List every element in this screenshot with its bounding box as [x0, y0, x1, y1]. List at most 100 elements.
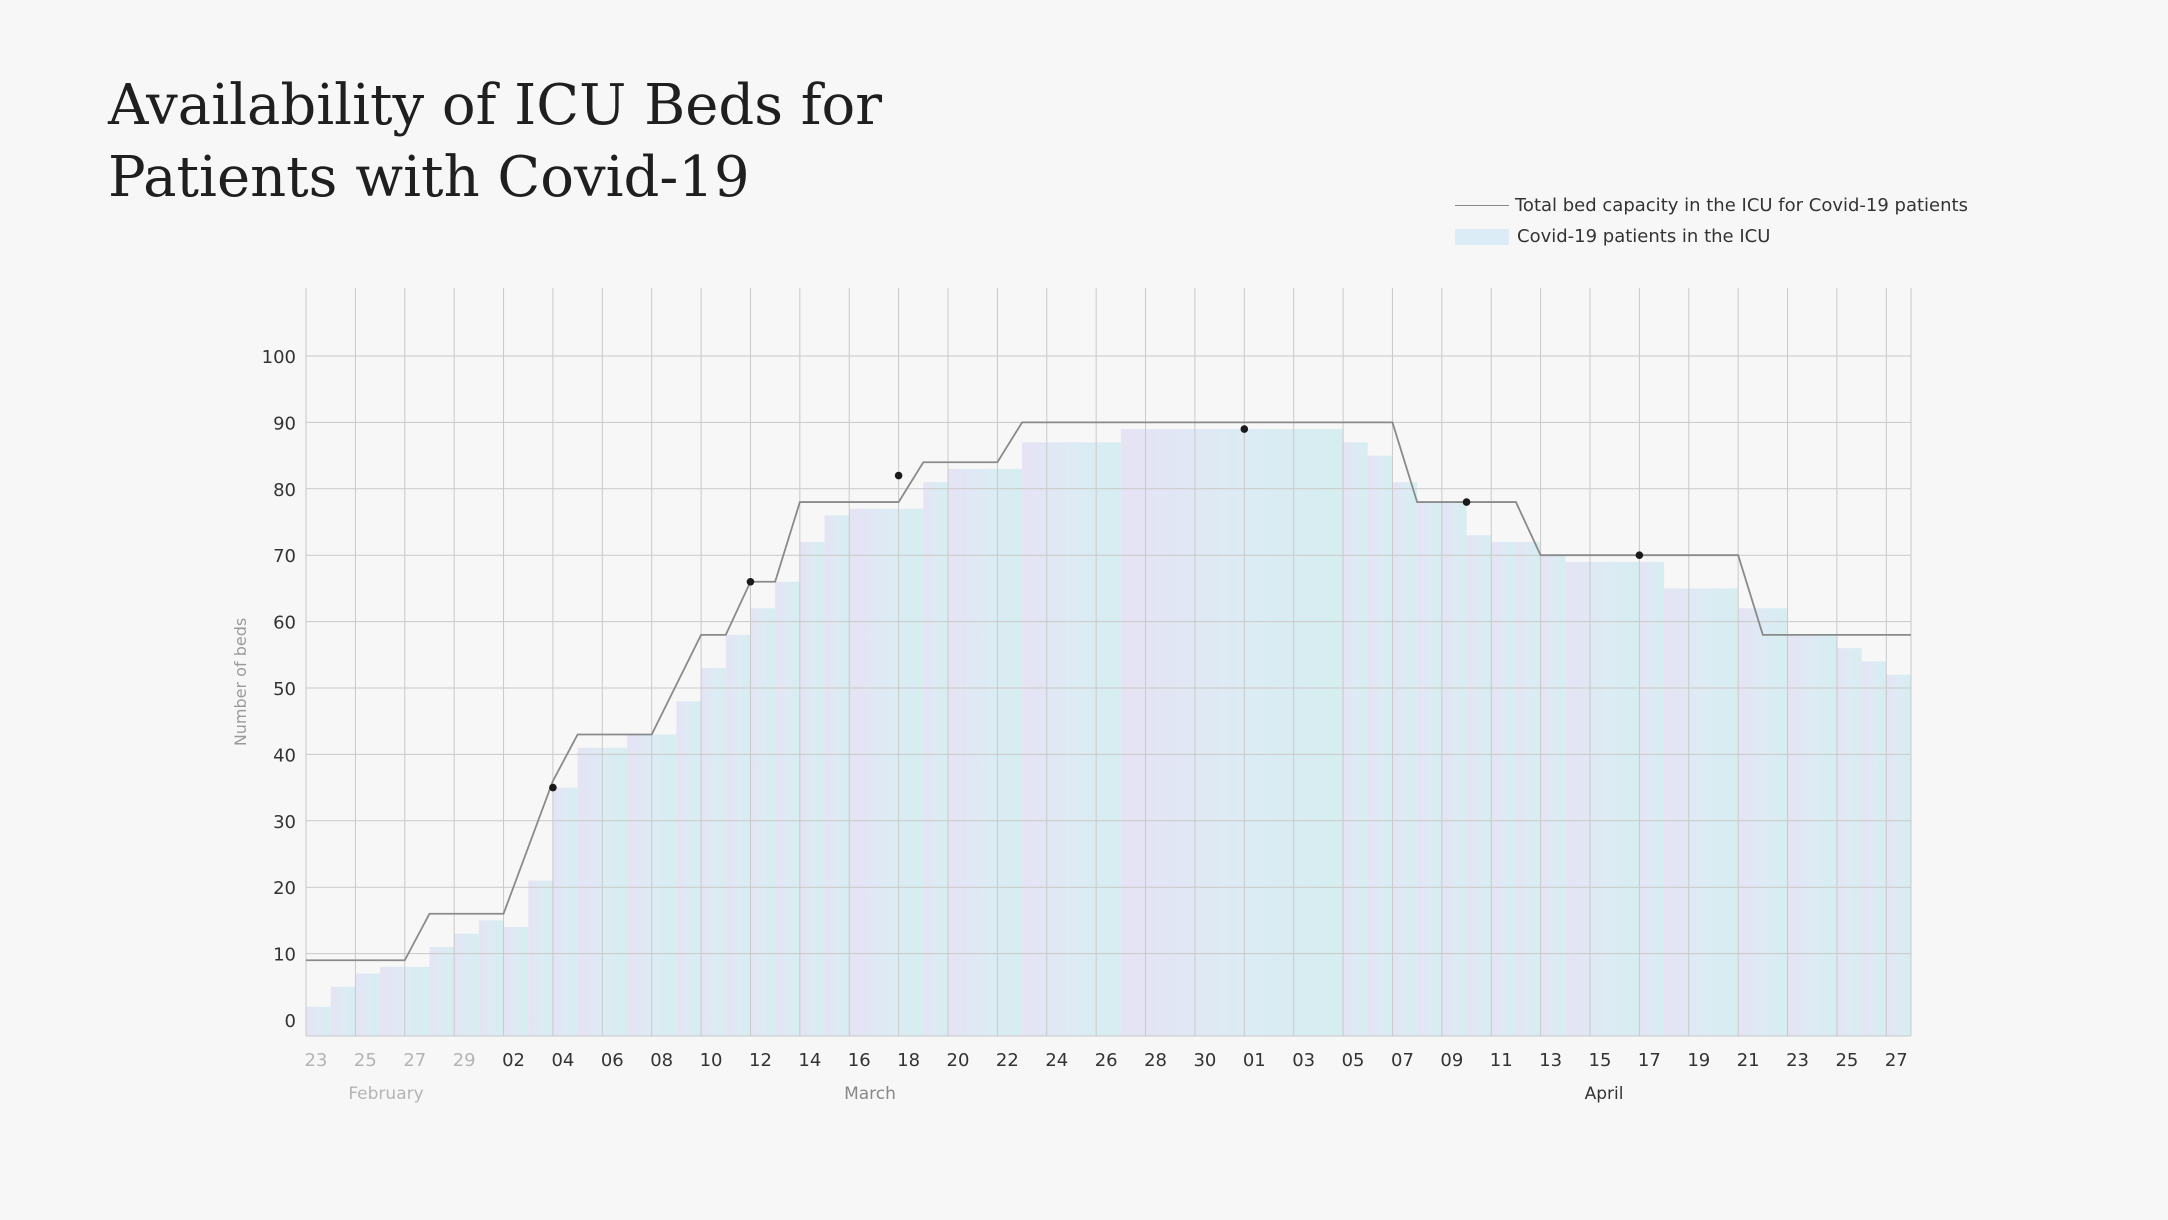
patients-area-step — [355, 973, 381, 1036]
y-axis-label: Number of beds — [231, 618, 250, 746]
x-tick-label: 01 — [1243, 1050, 1266, 1071]
patients-area-step — [948, 468, 1023, 1036]
x-tick-label: 17 — [1638, 1050, 1661, 1071]
x-tick-label: 23 — [305, 1050, 328, 1071]
patients-area-step — [1367, 455, 1393, 1037]
y-tick-label: 80 — [273, 480, 296, 501]
patients-area-step — [1441, 502, 1467, 1037]
x-tick-label: 20 — [947, 1050, 970, 1071]
patients-area-step — [1836, 648, 1862, 1036]
patients-area-step — [1491, 541, 1516, 1036]
patients-area-step — [923, 482, 948, 1036]
patients-area-step — [454, 933, 479, 1036]
x-tick-label: 25 — [354, 1050, 377, 1071]
y-tick-label: 40 — [273, 745, 296, 766]
patients-area-step — [503, 927, 529, 1036]
x-tick-label: 27 — [1885, 1050, 1908, 1071]
patients-area-step — [1787, 634, 1837, 1036]
x-tick-label: 11 — [1490, 1050, 1513, 1071]
capacity-marker — [1635, 551, 1644, 559]
x-tick-label: 05 — [1342, 1050, 1365, 1071]
patients-area-step — [676, 701, 702, 1036]
capacity-marker — [1462, 498, 1471, 506]
y-tick-label: 90 — [273, 413, 296, 434]
patients-area-step — [1417, 502, 1442, 1037]
y-tick-label: 70 — [273, 546, 296, 567]
x-tick-label: 19 — [1687, 1050, 1710, 1071]
x-tick-label: 25 — [1835, 1050, 1858, 1071]
chart-legend: Total bed capacity in the ICU for Covid-… — [1455, 190, 1968, 252]
x-tick-label: 03 — [1292, 1050, 1315, 1071]
x-tick-label: 22 — [996, 1050, 1019, 1071]
x-tick-label: 28 — [1144, 1050, 1167, 1071]
x-tick-label: 12 — [749, 1050, 772, 1071]
x-tick-label: 23 — [1786, 1050, 1809, 1071]
y-tick-label: 20 — [273, 878, 296, 899]
legend-item-capacity: Total bed capacity in the ICU for Covid-… — [1455, 190, 1968, 221]
patients-area-step — [1022, 442, 1121, 1036]
legend-label-patients: Covid-19 patients in the ICU — [1517, 226, 1771, 247]
patients-area-step — [528, 880, 553, 1036]
x-tick-label: 14 — [798, 1050, 821, 1071]
patients-area-step — [1392, 482, 1418, 1036]
capacity-marker — [894, 471, 903, 480]
legend-label-capacity: Total bed capacity in the ICU for Covid-… — [1515, 195, 1968, 216]
patients-area-step — [1466, 535, 1492, 1036]
y-tick-label: 30 — [273, 812, 296, 833]
patients-area-step — [478, 920, 504, 1036]
x-tick-label: 21 — [1737, 1050, 1760, 1071]
x-tick-label: 15 — [1589, 1050, 1612, 1071]
y-tick-label: 10 — [273, 945, 296, 966]
capacity-marker — [1240, 425, 1249, 433]
patients-area-step — [1639, 561, 1665, 1036]
patients-area-step — [725, 634, 751, 1036]
patients-area-step — [775, 581, 800, 1036]
x-tick-label: 30 — [1193, 1050, 1216, 1071]
x-tick-label: 10 — [700, 1050, 723, 1071]
x-tick-label: 16 — [848, 1050, 871, 1071]
x-tick-label: 27 — [403, 1050, 426, 1071]
capacity-marker — [549, 783, 557, 792]
legend-item-patients: Covid-19 patients in the ICU — [1455, 221, 1968, 252]
x-tick-label: 06 — [601, 1050, 624, 1071]
y-tick-label: 100 — [262, 347, 296, 368]
capacity-line — [306, 421, 1911, 962]
x-tick-label: 07 — [1391, 1050, 1414, 1071]
patients-area-step — [750, 608, 776, 1036]
patients-area-step — [701, 668, 726, 1036]
x-tick-label: 29 — [453, 1050, 476, 1071]
x-tick-label: 26 — [1095, 1050, 1118, 1071]
patients-area-step — [1540, 555, 1566, 1036]
patients-area-step — [824, 515, 850, 1036]
patients-area-step — [1861, 661, 1887, 1036]
x-tick-label: 09 — [1440, 1050, 1463, 1071]
patients-area-step — [1886, 674, 1911, 1036]
y-tick-label: 0 — [285, 1011, 296, 1032]
patients-area-step — [1120, 429, 1344, 1036]
month-label: March — [844, 1084, 896, 1104]
patients-area-step — [429, 946, 455, 1036]
patients-area-step — [1664, 588, 1739, 1036]
x-tick-label: 04 — [551, 1050, 574, 1071]
patients-area-step — [799, 541, 825, 1036]
month-label: February — [348, 1084, 423, 1104]
patients-area-step — [1565, 561, 1640, 1036]
month-label: April — [1585, 1084, 1624, 1104]
legend-area-swatch — [1455, 228, 1509, 245]
y-tick-label: 60 — [273, 613, 296, 634]
x-tick-label: 13 — [1539, 1050, 1562, 1071]
chart-title: Availability of ICU Beds for Patients wi… — [108, 73, 883, 210]
patients-area-step — [849, 508, 924, 1037]
patients-area-step — [1343, 442, 1368, 1036]
patients-area-step — [306, 1006, 331, 1036]
patients-area-step — [1738, 608, 1788, 1036]
legend-line-swatch — [1455, 205, 1509, 206]
x-tick-label: 18 — [897, 1050, 920, 1071]
x-tick-label: 02 — [502, 1050, 525, 1071]
patients-area-step — [552, 787, 578, 1036]
x-tick-label: 08 — [650, 1050, 673, 1071]
y-tick-label: 50 — [273, 679, 296, 700]
x-tick-label: 24 — [1045, 1050, 1068, 1071]
patients-area-step — [330, 986, 356, 1036]
